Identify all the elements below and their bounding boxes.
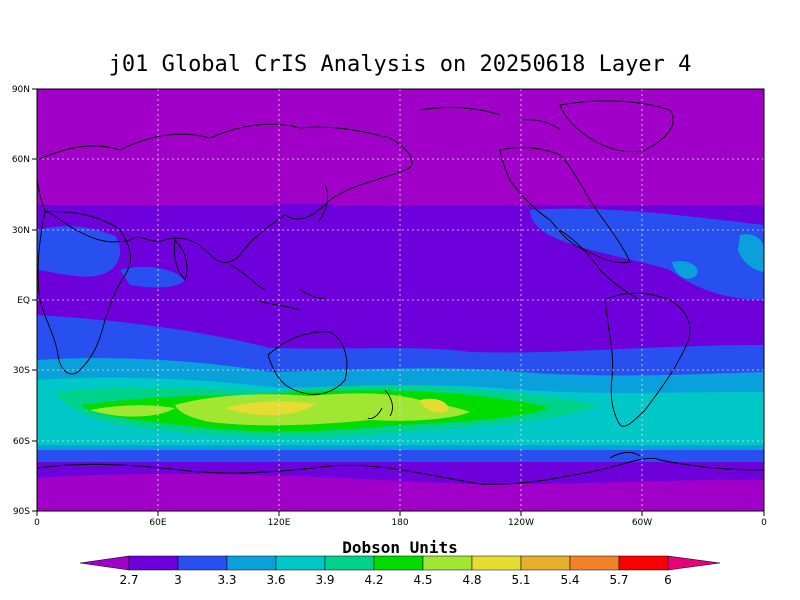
colorbar-level-label: 3.6 xyxy=(266,573,285,587)
colorbar-level-label: 4.8 xyxy=(462,573,481,587)
colorbar-swatch xyxy=(128,555,179,571)
colorbar-level-label: 3 xyxy=(174,573,182,587)
ozone-field xyxy=(37,89,764,511)
colorbar-swatch xyxy=(422,555,473,571)
colorbar-swatch xyxy=(177,555,228,571)
colorbar-level-label: 3.9 xyxy=(315,573,334,587)
lat-label-60n: 60N xyxy=(12,155,30,165)
colorbar-level-label: 5.4 xyxy=(560,573,579,587)
colorbar-swatch xyxy=(275,555,326,571)
ticks xyxy=(32,88,765,516)
lon-label-120e: 120E xyxy=(268,518,291,528)
colorbar-swatch xyxy=(471,555,522,571)
colorbar-over-triangle xyxy=(667,555,721,571)
lon-label-0-left: 0 xyxy=(34,518,40,528)
colorbar-swatch xyxy=(569,555,620,571)
colorbar: 2.7 3 3.3 3.6 3.9 4.2 4.5 4.8 5.1 5.4 5.7 6 xyxy=(79,555,721,587)
lat-label-90n: 90N xyxy=(12,85,30,95)
lat-label-60s: 60S xyxy=(13,437,30,447)
lat-label-30n: 30N xyxy=(12,226,30,236)
lat-label-30s: 30S xyxy=(13,366,30,376)
lon-label-60w: 60W xyxy=(632,518,652,528)
colorbar-level-label: 6 xyxy=(664,573,672,587)
colorbar-level-label: 3.3 xyxy=(217,573,236,587)
lon-label-0-right: 0 xyxy=(761,518,767,528)
coastlines xyxy=(37,100,764,485)
lon-label-120w: 120W xyxy=(508,518,534,528)
colorbar-title: Dobson Units xyxy=(342,538,458,557)
lat-label-90s: 90S xyxy=(13,507,30,517)
lon-label-180: 180 xyxy=(391,518,408,528)
colorbar-swatch xyxy=(324,555,375,571)
colorbar-swatch xyxy=(373,555,424,571)
lat-label-eq: EQ xyxy=(17,296,30,306)
colorbar-level-label: 5.1 xyxy=(511,573,530,587)
lon-label-60e: 60E xyxy=(149,518,166,528)
colorbar-swatch xyxy=(618,555,669,571)
colorbar-level-label: 2.7 xyxy=(119,573,138,587)
colorbar-level-label: 5.7 xyxy=(609,573,628,587)
colorbar-swatch xyxy=(226,555,277,571)
colorbar-swatch xyxy=(520,555,571,571)
graticule xyxy=(37,89,764,511)
colorbar-level-label: 4.2 xyxy=(364,573,383,587)
map-title: j01 Global CrIS Analysis on 20250618 Lay… xyxy=(108,52,692,77)
colorbar-level-label: 4.5 xyxy=(413,573,432,587)
colorbar-under-triangle xyxy=(79,555,130,571)
